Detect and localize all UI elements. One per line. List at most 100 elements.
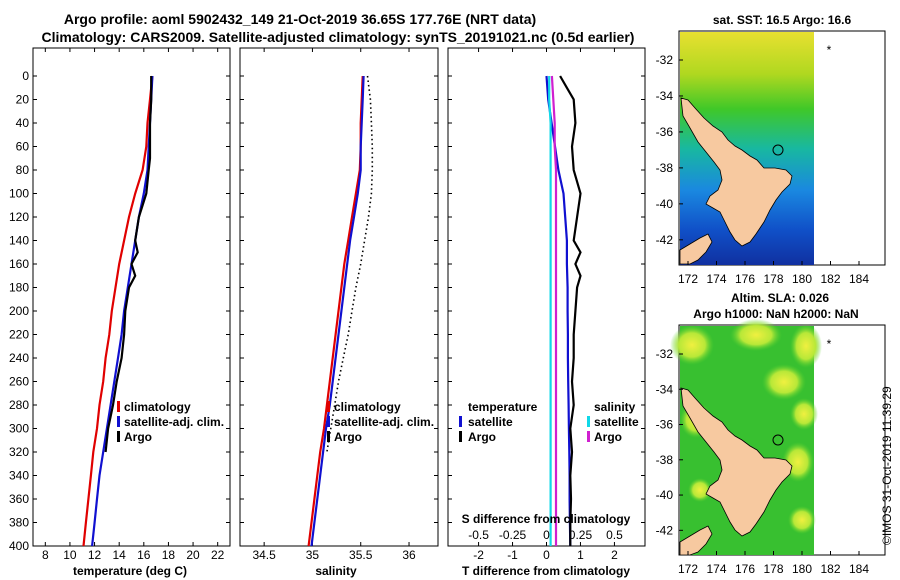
- sla-map-y-ticks: -32 -34 -36 -38 -40 -42: [656, 347, 683, 537]
- difference-panel: -2 -1 0 1 2 -0.5 -0.25 0 0.25 0.5 T difference f…: [447, 47, 646, 578]
- legend-swatch-argo: [117, 431, 120, 442]
- map-x-tick-label: 182: [820, 562, 840, 576]
- map-x-tick-label: 172: [678, 562, 698, 576]
- sla-map-subtitle: Argo h1000: NaN h2000: NaN: [693, 307, 858, 321]
- nz-north-island-land: [680, 387, 793, 537]
- legend-title-temperature: temperature: [468, 400, 538, 414]
- legend-label-argo: Argo: [334, 430, 362, 444]
- x-tick-label: 34.5: [252, 548, 276, 562]
- figure-title-line2: Climatology: CARS2009. Satellite-adjuste…: [42, 29, 635, 45]
- map-y-tick-label: -42: [656, 233, 674, 247]
- y-tick-label: 40: [16, 116, 30, 130]
- x-tick-label: 18: [162, 548, 176, 562]
- legend-swatch-t-satellite: [459, 416, 462, 427]
- difference-s-ticks: -0.5 -0.25 0 0.25 0.5: [468, 528, 623, 542]
- y-tick-label: 100: [9, 187, 29, 201]
- legend-title-salinity: salinity: [594, 400, 636, 414]
- salinity-y-ticks: [240, 75, 438, 547]
- map-y-tick-label: -34: [656, 89, 674, 103]
- map-x-tick-label: 184: [849, 562, 869, 576]
- legend-label-climatology: climatology: [334, 400, 401, 414]
- y-tick-label: 340: [9, 469, 29, 483]
- y-tick-label: 280: [9, 398, 29, 412]
- sst-map-x-ticks: 172 174 176 178 180 182 184: [678, 261, 869, 286]
- legend-swatch-climatology: [117, 401, 120, 412]
- temperature-panel: 0 20 40 60 80 100 120 140 160 180 200 220 240 260 280 3…: [9, 47, 231, 578]
- difference-axes-frame: [447, 47, 646, 547]
- legend-label-t-satellite: satellite: [468, 415, 513, 429]
- x-tick-label: 16: [137, 548, 151, 562]
- legend-swatch-argo: [327, 431, 330, 442]
- temperature-axes-frame: [32, 47, 231, 547]
- y-tick-label: 240: [9, 351, 29, 365]
- map-x-tick-label: 184: [849, 272, 869, 286]
- map-x-tick-label: 174: [706, 562, 726, 576]
- sla-high-anomaly: [790, 324, 822, 368]
- series-line-satellite-adj-clim-: [310, 75, 365, 547]
- temperature-y-ticks: 0 20 40 60 80 100 120 140 160 180 200 220 240 260 280 3…: [9, 69, 230, 553]
- map-y-tick-label: -36: [656, 125, 674, 139]
- salinity-x-ticks: 34.5 35 35.5 36: [252, 48, 416, 562]
- legend-label-s-satellite: satellite: [594, 415, 639, 429]
- temperature-x-ticks: 8 10 12 14 16 18 20 22: [42, 48, 225, 562]
- map-y-tick-label: -38: [656, 453, 674, 467]
- y-tick-label: 0: [22, 69, 29, 83]
- map-star-marker: *: [827, 337, 832, 351]
- legend-label-t-argo: Argo: [468, 430, 496, 444]
- legend-label-satellite: satellite-adj. clim.: [124, 415, 224, 429]
- salinity-xlabel: salinity: [315, 564, 357, 578]
- sla-map-x-ticks: 172 174 176 178 180 182 184: [678, 551, 869, 576]
- map-x-tick-label: 180: [792, 272, 812, 286]
- map-x-tick-label: 172: [678, 272, 698, 286]
- x-tick-label: 35: [306, 548, 320, 562]
- nz-north-island-land: [680, 97, 793, 247]
- map-x-tick-label: 178: [763, 562, 783, 576]
- sla-map-panel: Altim. SLA: 0.026 Argo h1000: NaN h2000:…: [656, 291, 886, 576]
- difference-lines: [545, 75, 582, 547]
- map-star-marker: *: [827, 43, 832, 57]
- map-y-tick-label: -40: [656, 488, 674, 502]
- legend-swatch-s-satellite: [587, 416, 590, 427]
- legend-label-argo: Argo: [124, 430, 152, 444]
- map-y-tick-label: -36: [656, 418, 674, 432]
- legend-swatch-satellite: [117, 416, 120, 427]
- x-tick-label: -0.5: [468, 528, 489, 542]
- difference-legend: temperature satellite Argo salinity sate…: [459, 400, 639, 444]
- x-tick-label: 22: [211, 548, 225, 562]
- y-tick-label: 400: [9, 539, 29, 553]
- salinity-panel: 34.5 35 35.5 36 salinity climatology satell…: [239, 47, 439, 578]
- map-y-tick-label: -40: [656, 197, 674, 211]
- sla-high-anomaly: [788, 506, 816, 534]
- legend-swatch-t-argo: [459, 431, 462, 442]
- map-x-tick-label: 174: [706, 272, 726, 286]
- x-tick-label: 8: [42, 548, 49, 562]
- y-tick-label: 140: [9, 234, 29, 248]
- difference-xlabel-top: S difference from climatology: [462, 512, 631, 526]
- map-y-tick-label: -32: [656, 53, 674, 67]
- legend-label-s-argo: Argo: [594, 430, 622, 444]
- map-y-tick-label: -34: [656, 382, 674, 396]
- x-tick-label: 2: [611, 548, 618, 562]
- sst-map-title: sat. SST: 16.5 Argo: 16.6: [713, 13, 852, 27]
- y-tick-label: 180: [9, 281, 29, 295]
- map-x-tick-label: 176: [735, 272, 755, 286]
- series-line-satellite-adj-clim-: [91, 75, 154, 547]
- y-tick-label: 160: [9, 257, 29, 271]
- temperature-legend: climatology satellite-adj. clim. Argo: [117, 400, 224, 444]
- y-tick-label: 200: [9, 304, 29, 318]
- y-tick-label: 380: [9, 516, 29, 530]
- salinity-legend: climatology satellite-adj. clim. Argo: [327, 400, 434, 444]
- y-tick-label: 60: [16, 140, 30, 154]
- figure-title-line1: Argo profile: aoml 5902432_149 21-Oct-20…: [64, 11, 536, 27]
- temperature-lines: [82, 75, 154, 547]
- sla-high-anomaly: [670, 325, 714, 365]
- legend-swatch-climatology: [327, 401, 330, 412]
- salinity-axes-frame: [239, 47, 439, 547]
- sla-high-anomaly: [688, 478, 712, 502]
- y-tick-label: 360: [9, 492, 29, 506]
- argo-position-marker: [772, 144, 784, 156]
- series-line-s-argo: [550, 75, 558, 546]
- map-y-tick-label: -32: [656, 347, 674, 361]
- y-tick-label: 300: [9, 422, 29, 436]
